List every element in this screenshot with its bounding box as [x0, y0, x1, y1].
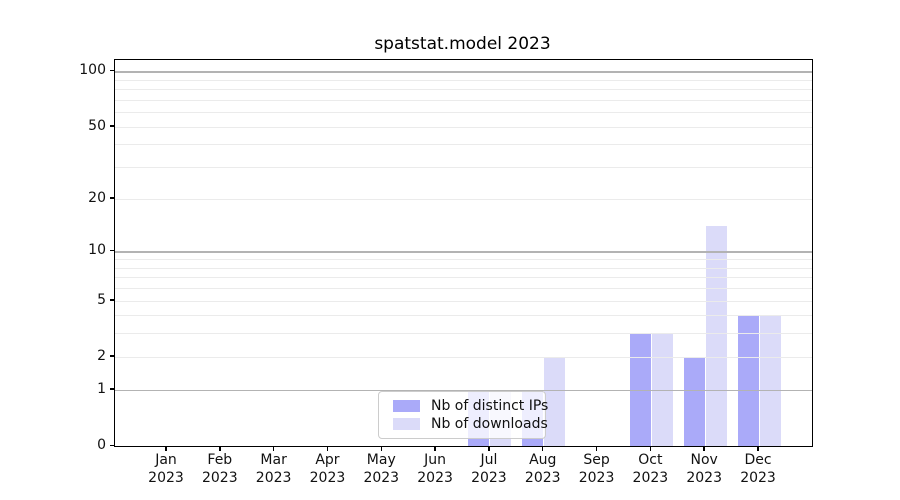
gridline-major-10: [115, 251, 812, 253]
bar-nov-distinct-ips: [683, 356, 705, 446]
y-tick-label-1: 1: [97, 380, 106, 397]
gridline-minor-60: [115, 112, 812, 114]
x-tick-jul: [488, 446, 490, 451]
y-tick-label-20: 20: [88, 189, 106, 206]
x-tick-may: [380, 446, 383, 451]
y-tick-label-10: 10: [88, 242, 106, 259]
x-tick-feb: [219, 446, 221, 451]
x-tick-label-oct: Oct 2023: [632, 452, 669, 486]
gridline-minor-9: [115, 259, 812, 261]
legend-item-downloads: Nb of downloads: [387, 415, 548, 433]
x-tick-label-feb: Feb 2023: [201, 452, 238, 486]
x-tick-label-jun: Jun 2023: [417, 452, 453, 486]
x-tick-nov: [703, 446, 705, 451]
x-tick-label-jul: Jul 2023: [471, 452, 507, 486]
x-tick-aug: [541, 446, 544, 451]
x-tick-label-may: May 2023: [363, 452, 400, 486]
bar-dec-distinct-ips: [737, 315, 759, 446]
x-tick-apr: [326, 446, 329, 451]
gridline-minor-2: [115, 356, 812, 358]
gridline-minor-90: [115, 79, 812, 81]
y-tick-100: [110, 69, 114, 72]
x-tick-jan: [165, 446, 167, 451]
gridline-major-1: [115, 389, 812, 391]
legend-swatch-downloads-icon: [393, 418, 420, 430]
legend-swatch-distinct-ips-icon: [393, 400, 420, 412]
chart-title: spatstat.model 2023: [374, 34, 551, 54]
plot-area: [114, 59, 813, 447]
x-tick-label-sep: Sep 2023: [578, 452, 615, 486]
gridline-minor-50: [115, 126, 812, 128]
gridline-minor-20: [115, 198, 812, 200]
legend: Nb of distinct IPs Nb of downloads: [378, 391, 548, 439]
y-tick-5: [110, 299, 114, 301]
gridline-major-100: [115, 71, 812, 73]
bar-nov-downloads: [705, 226, 727, 446]
y-tick-label-5: 5: [97, 291, 106, 308]
gridline-minor-8: [115, 267, 812, 269]
legend-label-downloads: Nb of downloads: [431, 416, 548, 432]
gridline-minor-30: [115, 167, 812, 169]
x-tick-jun: [434, 446, 436, 451]
bar-aug-downloads: [544, 356, 566, 446]
bar-dec-downloads: [759, 315, 781, 446]
legend-label-distinct-ips: Nb of distinct IPs: [431, 398, 549, 414]
gridline-minor-4: [115, 315, 812, 317]
gridline-minor-80: [115, 89, 812, 91]
gridline-minor-70: [115, 99, 812, 101]
x-tick-label-mar: Mar 2023: [255, 452, 292, 486]
y-tick-label-2: 2: [97, 347, 106, 364]
x-tick-label-jan: Jan 2023: [148, 452, 184, 486]
x-tick-label-nov: Nov 2023: [686, 452, 722, 486]
y-tick-label-0: 0: [97, 437, 106, 453]
gridline-minor-7: [115, 277, 812, 279]
gridline-minor-5: [115, 300, 812, 302]
gridline-minor-40: [115, 144, 812, 146]
legend-item-distinct-ips: Nb of distinct IPs: [387, 397, 548, 415]
x-tick-label-dec: Dec 2023: [740, 452, 776, 486]
y-tick-20: [110, 197, 114, 199]
x-tick-oct: [649, 446, 652, 451]
y-tick-1: [110, 388, 114, 390]
x-tick-mar: [272, 446, 275, 451]
y-tick-label-100: 100: [79, 62, 106, 79]
y-tick-50: [110, 125, 114, 127]
y-tick-2: [110, 355, 114, 357]
x-tick-dec: [757, 446, 759, 451]
y-tick-10: [110, 249, 114, 252]
y-tick-label-50: 50: [88, 117, 106, 134]
gridline-minor-6: [115, 287, 812, 289]
y-tick-0: [110, 444, 114, 446]
gridline-minor-3: [115, 333, 812, 335]
x-tick-label-apr: Apr 2023: [309, 452, 346, 486]
x-tick-sep: [595, 446, 598, 451]
x-tick-label-aug: Aug 2023: [524, 452, 561, 486]
